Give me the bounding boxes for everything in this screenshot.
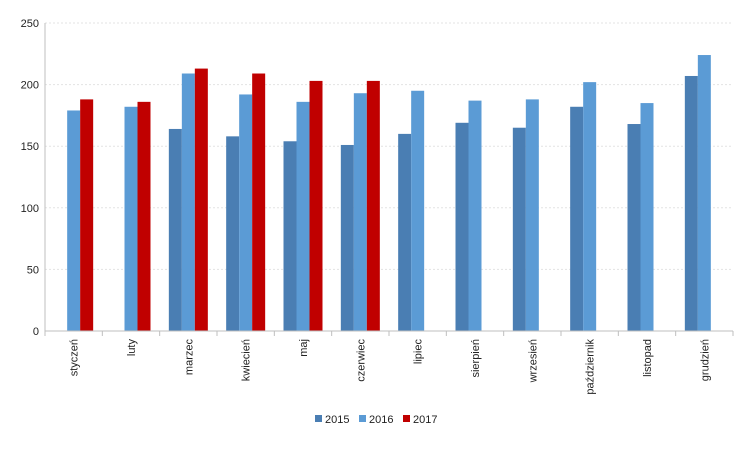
- x-tick-label: wrzesień: [527, 339, 539, 383]
- y-tick-label: 100: [21, 203, 39, 215]
- bar-2015-listopad: [627, 124, 641, 331]
- gridlines: [45, 22, 733, 270]
- x-axis-ticks: styczeń luty marzec kwiecień maj czerwiec lipi…: [44, 331, 734, 395]
- bar-2015-lipiec: [398, 133, 412, 331]
- y-tick-label: 50: [27, 264, 39, 276]
- x-tick-label: czerwiec: [355, 339, 367, 382]
- x-tick-label: listopad: [642, 339, 654, 377]
- bar-2016-kwiecień: [239, 94, 253, 332]
- bar-2016-maj: [296, 101, 310, 332]
- x-tick-label: sierpień: [470, 339, 482, 378]
- bar-2017-marzec: [194, 68, 208, 332]
- bar-2015-sierpień: [455, 122, 469, 332]
- x-tick-label: marzec: [183, 339, 195, 376]
- bar-2016-marzec: [181, 73, 195, 332]
- legend-label: 2015: [325, 414, 349, 426]
- x-tick-label: maj: [298, 339, 310, 357]
- y-tick-label: 150: [21, 141, 39, 153]
- bar-2016-grudzień: [697, 55, 711, 331]
- bar-2016-październik: [583, 82, 597, 331]
- y-axis-ticks: 0 50 100 150 200 250: [21, 18, 39, 338]
- bar-2017-luty: [137, 101, 151, 332]
- bar-2017-czerwiec: [366, 80, 380, 332]
- legend-swatch-2015: [315, 415, 322, 422]
- bar-2015-grudzień: [684, 75, 698, 331]
- x-tick-label: lipiec: [413, 339, 425, 365]
- bar-2015-wrzesień: [512, 127, 526, 331]
- bar-2016-wrzesień: [525, 99, 539, 331]
- y-tick-label: 250: [21, 18, 39, 30]
- bar-2016-listopad: [640, 103, 654, 331]
- bar-2015-październik: [570, 106, 584, 331]
- bar-2015-kwiecień: [226, 136, 240, 331]
- bar-2015-czerwiec: [340, 144, 354, 331]
- bar-2015-maj: [283, 141, 297, 331]
- x-tick-label: kwiecień: [241, 339, 253, 381]
- y-tick-label: 200: [21, 80, 39, 92]
- x-tick-label: październik: [585, 339, 597, 395]
- bar-2016-czerwiec: [353, 93, 367, 331]
- legend-label: 2016: [369, 414, 393, 426]
- legend: 2015 2016 2017: [315, 414, 437, 426]
- bar-2017-kwiecień: [252, 73, 266, 332]
- bar-2017-styczeń: [80, 99, 94, 331]
- legend-swatch-2017: [403, 415, 410, 422]
- legend-label: 2017: [413, 414, 437, 426]
- bar-2016-lipiec: [411, 90, 425, 331]
- y-tick-label: 0: [33, 326, 39, 338]
- x-tick-label: grudzień: [699, 339, 711, 381]
- bar-2016-luty: [124, 106, 138, 331]
- bars: [67, 55, 711, 332]
- bar-2016-styczeń: [67, 110, 81, 331]
- legend-swatch-2016: [359, 415, 366, 422]
- bar-2015-marzec: [168, 128, 182, 331]
- x-tick-label: luty: [126, 339, 138, 357]
- x-tick-label: styczeń: [69, 339, 81, 376]
- bar-2017-maj: [309, 80, 323, 332]
- bar-2016-sierpień: [468, 100, 482, 331]
